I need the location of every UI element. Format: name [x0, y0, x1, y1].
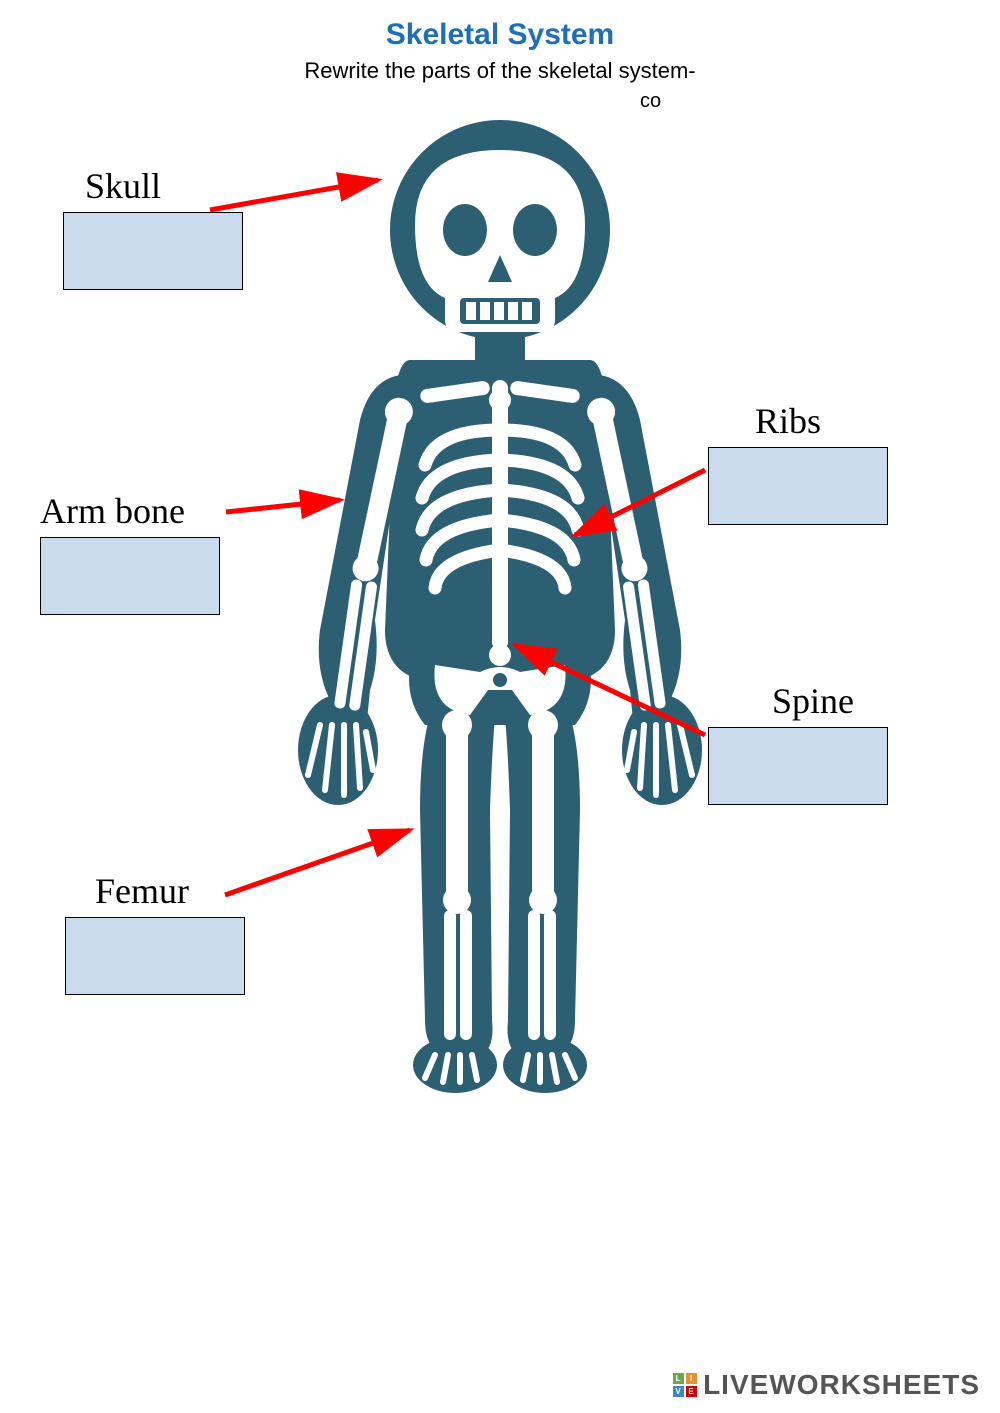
label-spine-text: Spine	[772, 680, 854, 722]
label-ribs-text: Ribs	[755, 400, 821, 442]
label-arm-bone-text: Arm bone	[40, 490, 185, 532]
label-arm-bone: Arm bone	[40, 490, 185, 532]
footer-brand: LIVE LIVEWORKSHEETS	[673, 1369, 980, 1401]
page-title: Skeletal System	[386, 18, 614, 52]
label-femur: Femur	[95, 870, 189, 912]
answer-box-arm-bone[interactable]	[40, 537, 220, 615]
label-spine: Spine	[772, 680, 854, 722]
footer-brand-text: LIVEWORKSHEETS	[703, 1369, 980, 1401]
label-ribs: Ribs	[755, 400, 821, 442]
label-femur-text: Femur	[95, 870, 189, 912]
answer-box-ribs[interactable]	[708, 447, 888, 525]
skeleton-diagram	[260, 110, 740, 1110]
label-skull-text: Skull	[85, 165, 161, 207]
page-subtitle: Rewrite the parts of the skeletal system…	[304, 58, 695, 84]
footer-logo-icon: LIVE	[673, 1373, 697, 1397]
answer-box-spine[interactable]	[708, 727, 888, 805]
label-skull: Skull	[85, 165, 161, 207]
answer-box-femur[interactable]	[65, 917, 245, 995]
answer-box-skull[interactable]	[63, 212, 243, 290]
